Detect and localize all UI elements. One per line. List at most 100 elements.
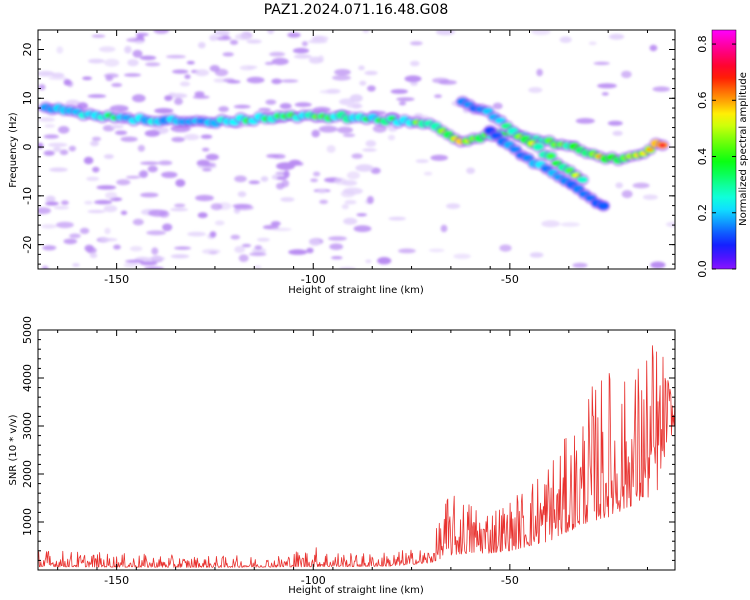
noise-blob — [341, 204, 349, 210]
noise-blob — [222, 52, 234, 57]
noise-blob — [205, 153, 219, 161]
noise-blob — [367, 85, 376, 92]
noise-blob — [241, 243, 252, 248]
noise-blob — [91, 34, 106, 38]
noise-blob — [410, 60, 420, 67]
noise-blob — [148, 256, 166, 261]
noise-blob — [132, 94, 146, 103]
y-tick-label: 4000 — [21, 364, 34, 392]
noise-blob — [331, 256, 343, 260]
noise-blob — [318, 55, 324, 63]
noise-blob — [43, 134, 59, 139]
noise-blob — [147, 165, 158, 173]
noise-blob — [124, 73, 141, 77]
noise-blob — [260, 176, 269, 182]
noise-blob — [213, 78, 227, 83]
noise-blob — [202, 168, 212, 172]
noise-blob — [170, 254, 190, 259]
noise-blob — [139, 170, 149, 179]
noise-blob — [388, 216, 407, 221]
noise-blob — [536, 68, 543, 77]
noise-blob — [332, 75, 351, 81]
noise-blob — [234, 245, 246, 254]
noise-blob — [346, 104, 363, 109]
noise-blob — [367, 196, 374, 204]
noise-blob — [202, 147, 210, 152]
noise-blob — [355, 164, 374, 172]
noise-blob — [221, 34, 230, 40]
colorbar-bar — [711, 29, 737, 270]
spectrogram-xlabel: Height of straight line (km) — [288, 285, 424, 296]
noise-blob — [168, 92, 176, 96]
y-tick-label: 20 — [21, 43, 34, 57]
noise-blob — [234, 205, 254, 211]
noise-blob — [223, 78, 235, 83]
noise-blob — [234, 33, 251, 41]
colorbar-tick-label: 0.8 — [696, 35, 709, 53]
figure-title: PAZ1.2024.071.16.48.G08 — [264, 2, 449, 18]
noise-blob — [187, 231, 206, 237]
noise-blob — [183, 133, 200, 141]
noise-blob — [120, 136, 138, 142]
noise-blob — [466, 167, 475, 174]
noise-blob — [410, 81, 418, 86]
noise-blob — [194, 69, 210, 77]
noise-blob — [38, 207, 51, 215]
noise-blob — [344, 200, 357, 205]
noise-blob — [49, 167, 68, 172]
noise-blob — [254, 245, 263, 250]
noise-blob — [280, 79, 299, 83]
noise-blob — [161, 171, 178, 178]
noise-blob — [238, 254, 249, 262]
y-tick-label: 5000 — [21, 316, 34, 344]
noise-blob — [91, 136, 102, 142]
noise-blob — [365, 140, 377, 147]
noise-blob — [68, 145, 76, 152]
noise-blob — [266, 154, 279, 158]
noise-blob — [98, 46, 116, 53]
y-tick-label: 2000 — [21, 460, 34, 488]
noise-blob — [434, 94, 442, 98]
noise-blob — [404, 75, 422, 83]
noise-blob — [334, 177, 347, 185]
noise-blob — [132, 218, 144, 226]
noise-blob — [432, 77, 450, 84]
noise-blob — [234, 175, 247, 183]
noise-blob — [126, 175, 141, 179]
ridge-core — [597, 202, 609, 210]
noise-blob — [248, 180, 260, 185]
noise-blob — [92, 166, 100, 173]
noise-blob — [61, 200, 69, 205]
noise-blob — [59, 149, 69, 156]
x-tick-label: -100 — [301, 574, 326, 587]
noise-blob — [229, 39, 239, 45]
noise-blob — [249, 252, 267, 257]
noise-blob — [104, 227, 111, 235]
noise-blob — [58, 126, 70, 134]
noise-blob — [329, 243, 344, 250]
noise-blob — [237, 191, 247, 198]
noise-blob — [337, 126, 353, 134]
noise-blob — [44, 124, 55, 128]
noise-blob — [63, 238, 78, 245]
noise-blob — [174, 246, 192, 250]
noise-blob — [257, 237, 270, 242]
noise-blob — [104, 58, 120, 67]
spectrogram-heatmap — [38, 30, 675, 269]
noise-blob — [310, 178, 318, 183]
y-tick-label: 0 — [21, 144, 34, 151]
noise-blob — [103, 154, 114, 160]
noise-blob — [398, 101, 407, 106]
noise-blob — [151, 247, 159, 255]
noise-blob — [362, 148, 377, 152]
x-tick-label: -50 — [501, 273, 519, 286]
noise-blob — [343, 217, 358, 225]
noise-blob — [280, 197, 295, 202]
noise-blob — [254, 265, 262, 269]
noise-blob — [144, 266, 164, 269]
noise-blob — [175, 179, 186, 187]
noise-blob — [446, 203, 461, 210]
noise-blob — [99, 238, 118, 242]
noise-blob — [609, 33, 625, 40]
noise-blob — [105, 75, 114, 82]
